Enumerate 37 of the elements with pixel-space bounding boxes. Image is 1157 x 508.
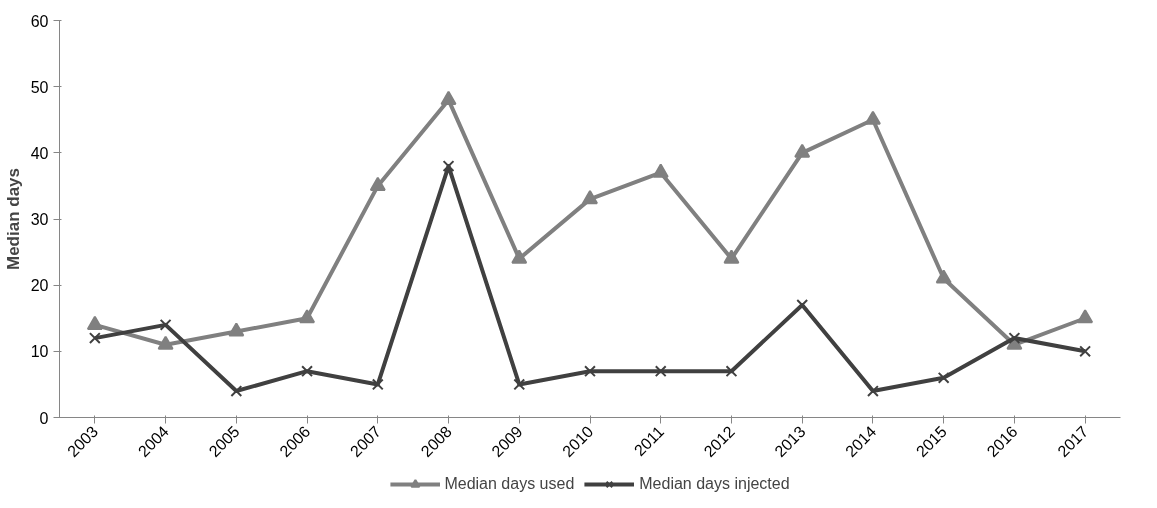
point (935, 269, 952, 284)
point (88, 332, 101, 345)
point (582, 190, 598, 205)
legend-label: Median days used (444, 475, 575, 493)
point (299, 309, 316, 324)
point (584, 365, 596, 378)
point (511, 249, 528, 264)
point (654, 365, 667, 378)
point (157, 335, 174, 350)
y-tick-label: 50 (30, 78, 49, 96)
point (86, 315, 103, 330)
y-axis-title: Median days (3, 167, 23, 271)
y-tick-label: 0 (39, 409, 49, 427)
y-tick-label: 30 (30, 211, 49, 228)
point (866, 385, 879, 397)
point (371, 378, 384, 391)
point (369, 176, 386, 191)
point (513, 378, 526, 391)
point (723, 249, 740, 264)
point (159, 318, 172, 331)
y-tick-label: 60 (30, 12, 49, 30)
point (652, 163, 669, 178)
y-tick-label: 10 (30, 343, 49, 361)
point (725, 365, 738, 378)
y-tick-label: 20 (30, 277, 49, 295)
point (937, 371, 950, 384)
point (1079, 345, 1092, 358)
y-tick-label: 40 (30, 144, 49, 162)
point (1077, 309, 1094, 324)
point (230, 385, 243, 397)
point (440, 90, 457, 105)
point (864, 110, 881, 125)
point (301, 365, 314, 378)
point (794, 143, 811, 158)
point (228, 322, 245, 337)
point (1008, 332, 1021, 345)
legend-label: Median days injected (639, 475, 790, 493)
